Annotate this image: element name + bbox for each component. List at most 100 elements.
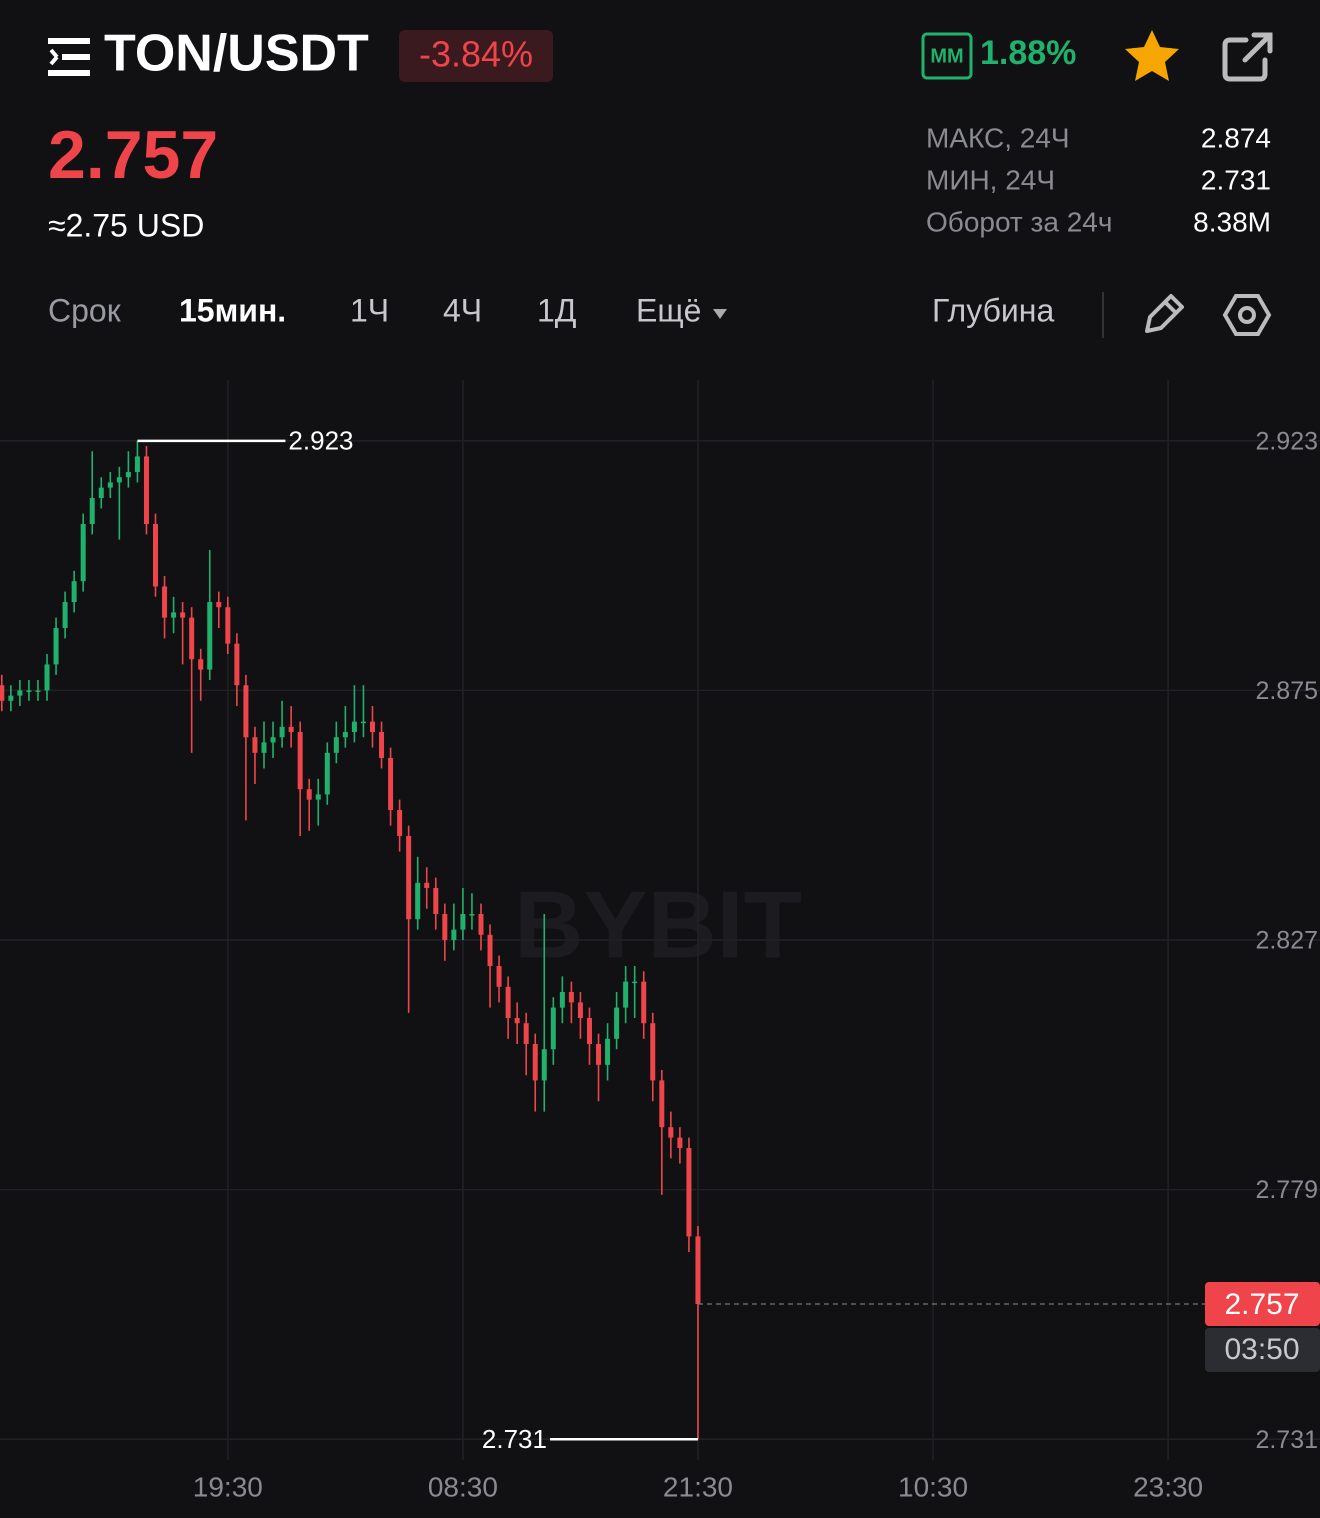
candle-body (433, 888, 439, 915)
draw-icon[interactable] (1145, 294, 1184, 333)
price-usd: ≈2.75 USD (48, 207, 204, 243)
candle-body (153, 524, 159, 587)
settings-icon[interactable] (1222, 294, 1272, 336)
mm-value: 1.88% (980, 34, 1076, 72)
candle-body (0, 685, 5, 701)
candle-body (632, 981, 638, 984)
mm-badge (921, 32, 973, 80)
candle-body (496, 966, 502, 987)
candle-body (650, 1023, 656, 1081)
candle-body (180, 612, 186, 618)
x-tick-label: 21:30 (663, 1471, 733, 1502)
y-tick-label: 2.875 (1255, 677, 1318, 705)
candle-body (279, 726, 285, 738)
candle-body (234, 643, 240, 686)
candle-body (62, 602, 68, 629)
watermark: BYBIT (514, 871, 802, 978)
y-tick-label: 2.827 (1255, 927, 1318, 955)
x-tick-label: 19:30 (193, 1471, 263, 1502)
candle-body (80, 524, 86, 582)
candle-body (379, 732, 385, 759)
candle-body (369, 721, 375, 733)
y-tick-label: 2.779 (1255, 1176, 1318, 1204)
candle-body (623, 981, 629, 1008)
favorite-star[interactable] (1125, 30, 1179, 81)
candle-body (333, 737, 339, 753)
timeframe-tabs: Срок 15мин. 1Ч 4Ч 1Д Ещё (48, 292, 701, 328)
stats: МАКС, 24Ч 2.874 МИН, 24Ч 2.731 Оборот за 24ч… (926, 122, 1271, 237)
candle-body (342, 732, 348, 738)
candle-body (225, 607, 231, 644)
tab[interactable]: 1Ч (350, 292, 389, 328)
candle-body (53, 628, 59, 665)
tab[interactable]: 4Ч (443, 292, 482, 328)
candle-body (532, 1044, 538, 1081)
stat-value: 2.874 (1201, 122, 1271, 153)
candle-body (107, 482, 113, 488)
candle-body (596, 1044, 602, 1065)
candle-body (424, 882, 430, 889)
candle-body (659, 1080, 665, 1128)
candle-body (668, 1127, 674, 1138)
candle-body (270, 737, 276, 743)
tab: Срок (48, 292, 122, 328)
candle-body (550, 1007, 556, 1050)
last-price: 2.757 (48, 117, 218, 193)
candle-body (89, 498, 95, 525)
candle-body (26, 690, 32, 692)
candle-body (8, 695, 14, 701)
tab[interactable]: 1Д (537, 292, 577, 328)
chart: BYBIT 19:30 08:30 21:30 10:30 23:30 2.923 2.875… (0, 380, 1320, 1502)
depth-tab[interactable]: Глубина (932, 292, 1054, 328)
candle-body (116, 477, 122, 483)
candle-body (207, 602, 213, 670)
y-tick-label: 2.731 (1255, 1426, 1318, 1454)
candle-body (541, 1049, 547, 1081)
candle-body (360, 721, 366, 724)
candle-body (505, 986, 511, 1019)
candle-body (388, 758, 394, 811)
candle-body (261, 742, 267, 753)
candle-body (487, 934, 493, 967)
candle-body (243, 685, 249, 738)
candle-body (442, 914, 448, 941)
candle-body (189, 617, 195, 660)
candle-body (406, 836, 412, 920)
tab[interactable]: Ещё (636, 292, 701, 328)
y-tick-label: 2.923 (1255, 427, 1318, 455)
stat-label: МИН, 24Ч (926, 164, 1055, 195)
candle-body (523, 1023, 529, 1045)
last-price-tag (1205, 1282, 1320, 1327)
candle-body (288, 726, 294, 733)
max-marker-label: 2.923 (288, 426, 353, 456)
candle-body (614, 1007, 620, 1039)
candle-body (171, 612, 177, 618)
candle-body (478, 914, 484, 935)
menu-icon[interactable] (48, 38, 90, 76)
more-caret (713, 309, 727, 319)
candle-body (677, 1137, 683, 1149)
mm-label: MM (930, 45, 963, 67)
candle-body (98, 487, 104, 499)
x-tick-label: 08:30 (428, 1471, 498, 1502)
x-tick-label: 23:30 (1133, 1471, 1203, 1502)
candle-body (35, 690, 41, 692)
last-price-label: 2.757 (1224, 1288, 1299, 1321)
share-icon[interactable] (1222, 32, 1273, 82)
candle-body (252, 737, 258, 753)
candle-body (324, 752, 330, 795)
candle-body (125, 472, 131, 478)
candle-body (297, 732, 303, 790)
x-tick-label: 10:30 (898, 1471, 968, 1502)
stat-value: 8.38M (1193, 206, 1271, 237)
symbol[interactable]: TON/USDT (104, 25, 369, 83)
tab[interactable]: 15мин. (179, 292, 286, 328)
candle-body (415, 882, 421, 920)
min-marker-label: 2.731 (482, 1424, 547, 1454)
candle-body (134, 456, 140, 473)
stat-label: МАКС, 24Ч (926, 122, 1070, 153)
candle-body (306, 789, 312, 800)
stat-value: 2.731 (1201, 164, 1271, 195)
